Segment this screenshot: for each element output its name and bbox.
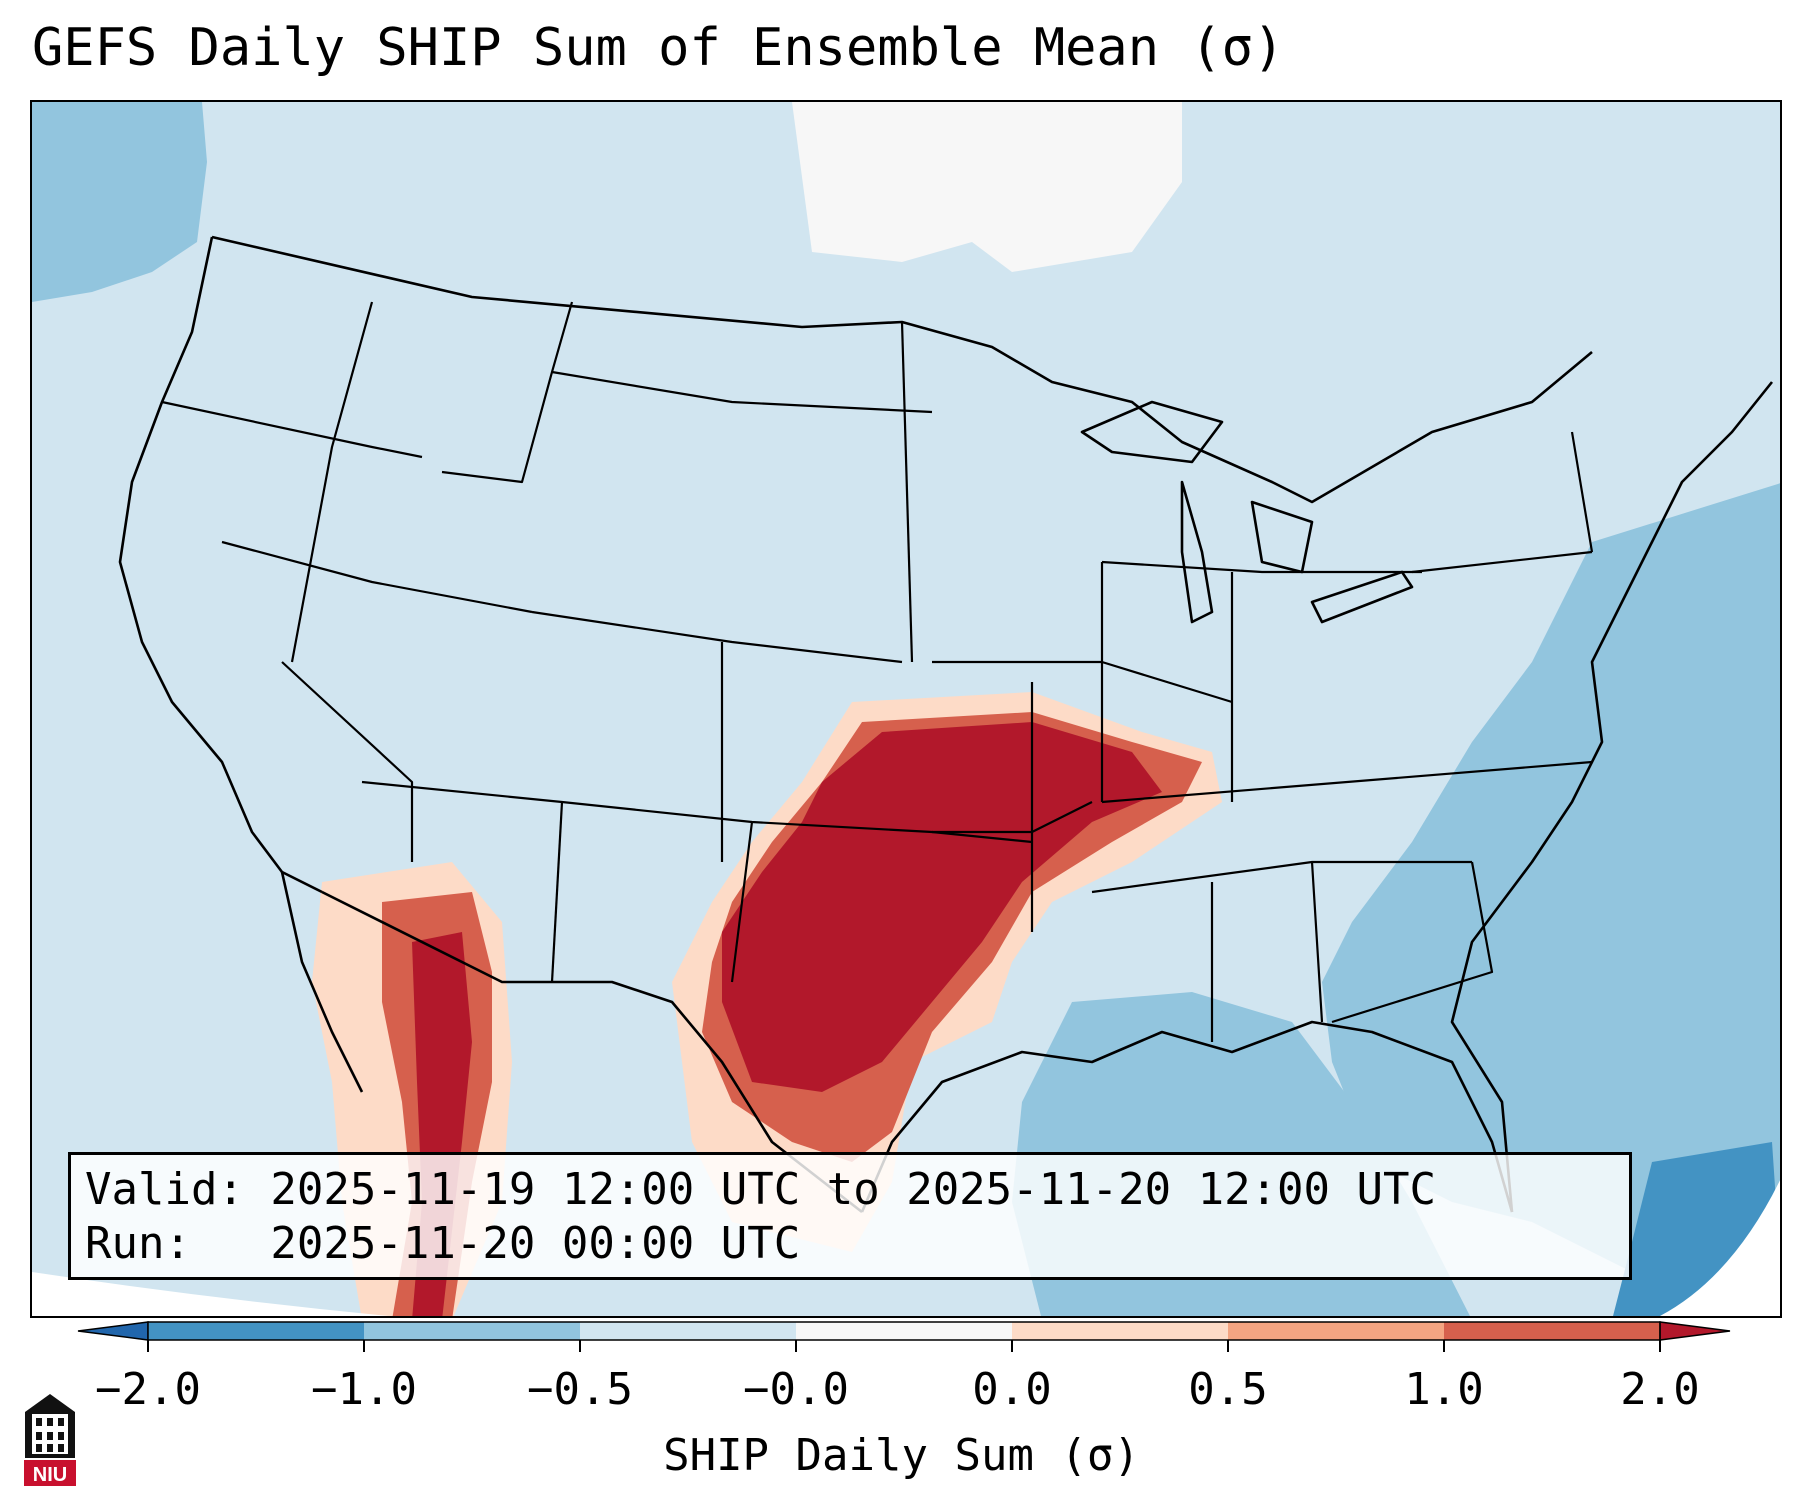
border-us-mexico [321, 890, 863, 1214]
colorbar-tick-label: 0.5 [1188, 1364, 1268, 1415]
chart-title: GEFS Daily SHIP Sum of Ensemble Mean (σ) [32, 18, 1285, 78]
coastline-west [118, 236, 323, 894]
university-tower-icon: NIU [24, 1394, 76, 1486]
colorbar-tick-label: 2.0 [1620, 1364, 1700, 1415]
colorbar-segment [580, 1322, 796, 1340]
ocean-region-pacific-nw [32, 102, 207, 302]
border-us-canada [211, 235, 1593, 504]
coastline-baja [280, 871, 364, 1093]
projection-edge-left [32, 1272, 390, 1316]
state-lines [161, 301, 1594, 1042]
valid-run-info-box: Valid: 2025-11-19 12:00 UTC to 2025-11-2… [68, 1152, 1632, 1280]
great-lake-huron [1250, 500, 1314, 574]
valid-time-line: Valid: 2025-11-19 12:00 UTC to 2025-11-2… [85, 1164, 1437, 1215]
colorbar-tick-label: −0.0 [743, 1364, 849, 1415]
great-lake-superior [1080, 400, 1224, 464]
map-svg [32, 102, 1780, 1316]
coastline-east [1450, 381, 1774, 1213]
boundaries [118, 235, 1774, 1214]
map-panel [30, 100, 1782, 1318]
positive-anomaly-south-central [672, 692, 1222, 1252]
colorbar-over-extend [1659, 1321, 1731, 1341]
coastline-gulf [860, 1020, 1514, 1213]
colorbar-segment [1228, 1322, 1444, 1340]
colorbar-segment [1012, 1322, 1228, 1340]
colorbar-segment [796, 1322, 1012, 1340]
colorbar-tick-label: 0.0 [972, 1364, 1052, 1415]
projection-edge-right [1659, 1180, 1780, 1316]
colorbar-tick-label: 1.0 [1404, 1364, 1484, 1415]
colorbar-tick-label: −0.5 [527, 1364, 633, 1415]
colorbar-segment [364, 1322, 580, 1340]
logo-text: NIU [33, 1464, 67, 1486]
colorbar-segment [148, 1322, 364, 1340]
near-zero-region-north [792, 102, 1182, 272]
colorbar-tick-label: −1.0 [311, 1364, 417, 1415]
colorbar-outline [147, 1321, 1661, 1341]
ocean-region-atlantic [1322, 483, 1780, 1316]
run-time-line: Run: 2025-11-20 00:00 UTC [85, 1218, 801, 1269]
colorbar-label: SHIP Daily Sum (σ) [663, 1430, 1140, 1481]
anomaly-field [32, 102, 1780, 1316]
great-lake-erie [1310, 570, 1414, 624]
great-lake-michigan [1180, 480, 1214, 624]
colorbar-under-extend [77, 1321, 149, 1341]
colorbar [77, 1321, 1731, 1352]
colorbar-tick-label: −2.0 [95, 1364, 201, 1415]
colorbar-segment [1444, 1322, 1660, 1340]
